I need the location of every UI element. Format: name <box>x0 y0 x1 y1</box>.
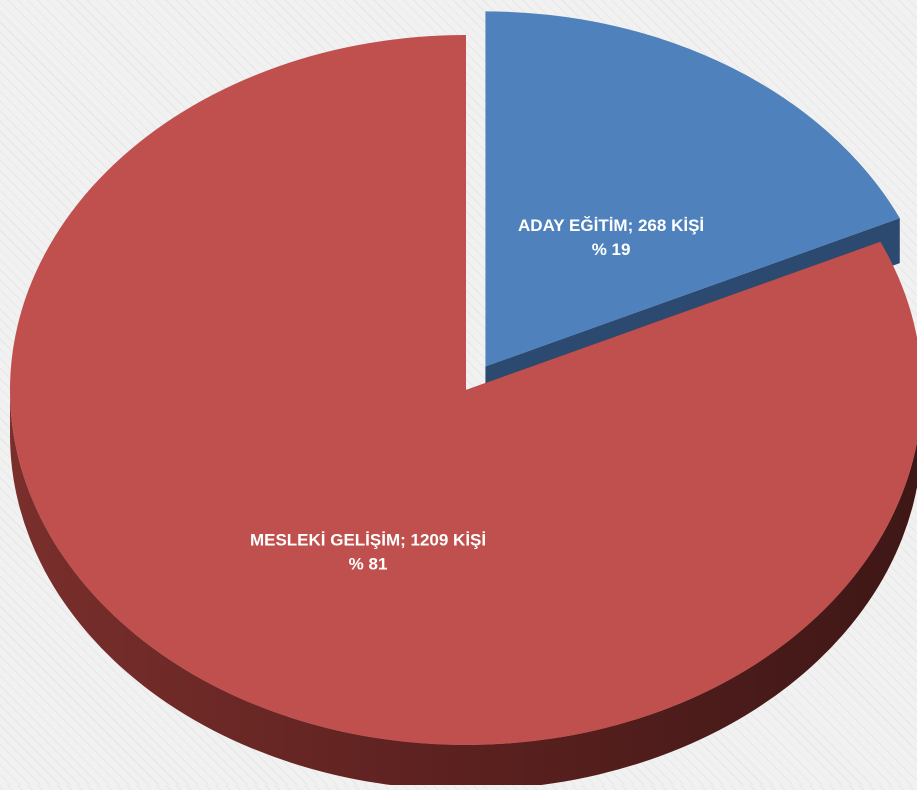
pie-slice-1-label: MESLEKİ GELİŞİM; 1209 KİŞİ % 81 <box>250 530 486 573</box>
pie-slice-0-label-line2: % 19 <box>592 240 631 259</box>
pie-slice-0-label: ADAY EĞİTİM; 268 KİŞİ % 19 <box>518 216 704 259</box>
pie-slice-1-label-line1: MESLEKİ GELİŞİM; 1209 KİŞİ <box>250 530 486 549</box>
pie-slice-1 <box>10 35 917 745</box>
pie-slice-0 <box>485 11 900 367</box>
pie-slice-1-label-line2: % 81 <box>349 554 388 573</box>
pie-slice-0-label-line1: ADAY EĞİTİM; 268 KİŞİ <box>518 216 704 235</box>
